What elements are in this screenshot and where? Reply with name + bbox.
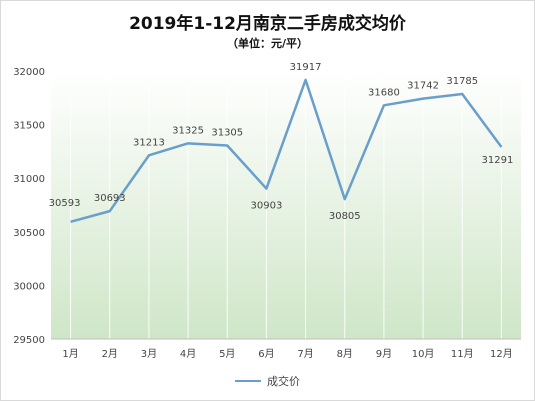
data-label: 31680 (368, 87, 400, 98)
x-tick-label: 10月 (412, 348, 435, 360)
series-line (70, 78, 503, 224)
x-tick-label: 4月 (180, 348, 196, 360)
y-tick-label: 30000 (13, 281, 45, 292)
data-label: 31291 (482, 155, 514, 166)
data-label: 31785 (446, 76, 478, 87)
data-label: 31742 (407, 81, 439, 92)
data-label: 30903 (251, 201, 283, 212)
y-tick-label: 29500 (13, 335, 45, 346)
data-label: 30593 (49, 198, 81, 209)
data-label: 31325 (172, 125, 204, 136)
chart-legend: 成交价 (1, 373, 534, 389)
y-tick-label: 31500 (13, 121, 45, 132)
x-tick-label: 8月 (337, 348, 353, 360)
x-tick-label: 9月 (376, 348, 392, 360)
x-tick-label: 7月 (297, 348, 313, 360)
chart-title: 2019年1-12月南京二手房成交均价 (129, 14, 406, 34)
y-tick-label: 32000 (13, 67, 45, 78)
data-label: 31305 (211, 128, 243, 139)
x-tick-label: 5月 (219, 348, 235, 360)
y-tick-label: 31000 (13, 174, 45, 185)
x-tick-label: 12月 (490, 348, 513, 360)
legend-label: 成交价 (267, 375, 300, 388)
plot-area (51, 71, 521, 339)
y-tick-label: 30500 (13, 228, 45, 239)
x-tick-label: 1月 (62, 348, 78, 360)
x-tick-label: 3月 (141, 348, 157, 360)
legend-swatch (235, 380, 261, 382)
x-tick-label: 11月 (451, 348, 474, 360)
data-label: 30693 (94, 193, 126, 204)
data-label: 31213 (133, 137, 165, 148)
chart-subtitle: （单位：元/平） (226, 37, 309, 50)
x-tick-label: 6月 (258, 348, 274, 360)
data-label: 30805 (329, 211, 361, 222)
data-label: 31917 (290, 62, 322, 73)
x-tick-label: 2月 (102, 348, 118, 360)
